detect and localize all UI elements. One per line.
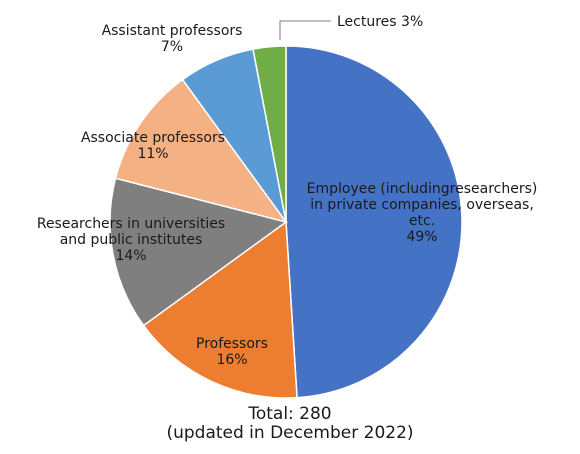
pie-label-employee-includingresearchers-in-private-companies-overseas-etc: Employee (includingresearchers) in privat…: [307, 181, 538, 245]
pie-slice-professors: [142, 220, 298, 399]
chart-updated-note: (updated in December 2022): [166, 423, 414, 443]
chart-total: Total: 280: [248, 404, 332, 424]
pie-slice-associate-professors: [114, 78, 288, 224]
pie-slices: [109, 45, 463, 399]
pie-label-professors: Professors 16%: [196, 336, 268, 368]
pie-slice-researchers-in-universities-and-public-institutes: [109, 177, 288, 327]
pie-label-assistant-professors: Assistant professors 7%: [102, 23, 243, 55]
pie-label-associate-professors: Associate professors 11%: [81, 130, 225, 162]
pie-slice-lectures: [252, 45, 287, 223]
pie-label-researchers-in-universities-and-public-institutes: Researchers in universities and public in…: [37, 216, 225, 264]
lectures-leader-line: [279, 20, 331, 40]
pie-slice-employee-includingresearchers-in-private-companies-overseas-etc: [285, 45, 463, 399]
pie-label-lectures: Lectures 3%: [337, 14, 423, 30]
pie-labels: Employee (includingresearchers) in privat…: [37, 14, 538, 368]
